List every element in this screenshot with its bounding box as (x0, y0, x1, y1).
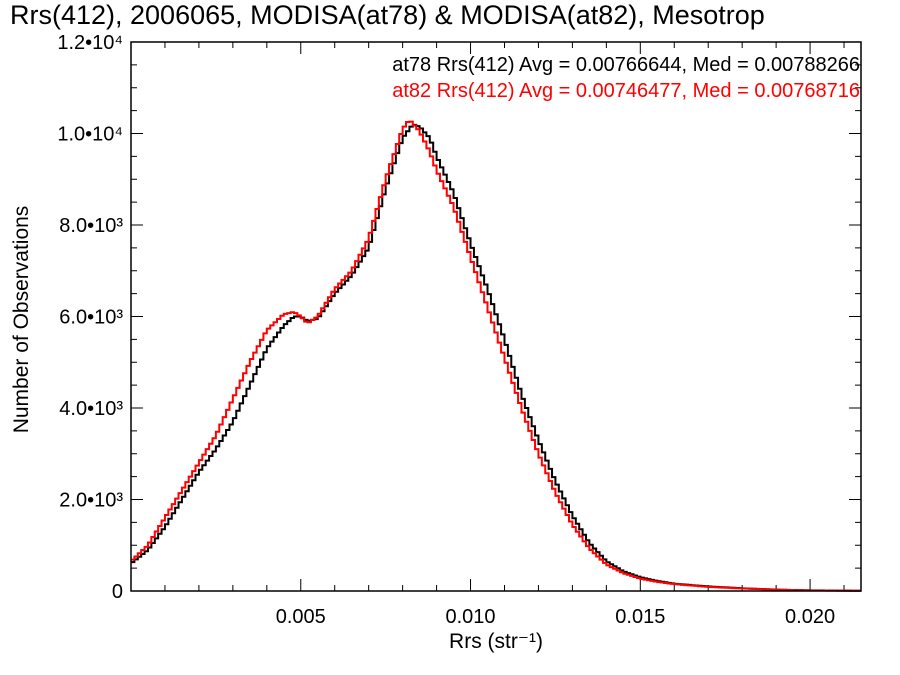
y-tick-label: 1.0•10⁴ (57, 124, 123, 146)
series-line-at78 (131, 123, 861, 592)
chart-title: Rrs(412), 2006065, MODISA(at78) & MODISA… (10, 0, 765, 30)
legend-entry: at82 Rrs(412) Avg = 0.00746477, Med = 0.… (392, 80, 860, 102)
y-tick-label: 1.2•10⁴ (57, 32, 123, 54)
y-tick-label: 4.0•10³ (59, 398, 123, 420)
y-tick-label: 6.0•10³ (59, 307, 123, 329)
y-tick-label: 2.0•10³ (59, 490, 123, 512)
y-tick-label: 8.0•10³ (59, 215, 123, 237)
x-tick-label: 0.005 (276, 606, 326, 628)
legend: at78 Rrs(412) Avg = 0.00766644, Med = 0.… (392, 54, 860, 102)
y-tick-label: 0 (112, 581, 123, 603)
x-axis-ticks: 0.005 0.010 0.015 0.020 (164, 42, 845, 628)
plot-frame (130, 41, 862, 592)
series-line-at82 (131, 120, 861, 592)
y-axis-label: Number of Observations (10, 206, 33, 434)
series-layer (131, 120, 861, 592)
x-tick-label: 0.015 (615, 606, 665, 628)
x-tick-label: 0.020 (785, 606, 835, 628)
x-tick-label: 0.010 (446, 606, 496, 628)
x-axis-label: Rrs (str⁻¹) (449, 630, 543, 653)
legend-entry: at78 Rrs(412) Avg = 0.00766644, Med = 0.… (392, 54, 860, 76)
y-axis-ticks: 0 2.0•10³ 4.0•10³ 6.0•10³ 8.0•10³ 1.0•10⁴ 1.2•… (57, 32, 861, 603)
